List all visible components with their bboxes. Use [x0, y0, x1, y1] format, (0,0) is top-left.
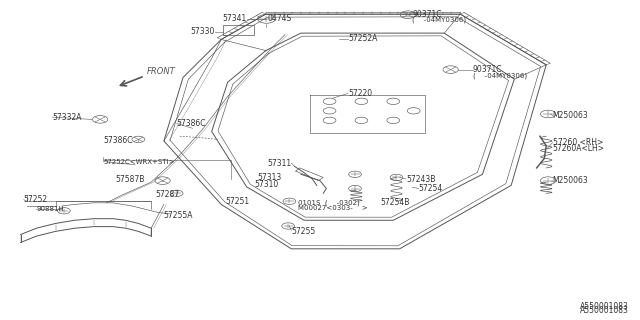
Text: 57311: 57311: [268, 159, 291, 168]
Text: 0101S  (    -0302): 0101S ( -0302): [298, 200, 360, 206]
Text: 57255: 57255: [291, 227, 316, 236]
Bar: [223, 25, 253, 35]
Text: 57341: 57341: [223, 14, 246, 23]
Text: M00027<0303-    >: M00027<0303- >: [298, 205, 367, 211]
Text: A550001083: A550001083: [580, 302, 629, 311]
Text: 57287: 57287: [156, 190, 180, 199]
Text: 90371C: 90371C: [473, 65, 502, 74]
Text: 57252: 57252: [24, 195, 48, 204]
Text: 57386C: 57386C: [103, 136, 133, 146]
Text: M250063: M250063: [552, 111, 588, 120]
Text: 57252A: 57252A: [349, 34, 378, 43]
Text: 57313: 57313: [257, 173, 282, 182]
Text: 57251: 57251: [226, 197, 250, 206]
Text: 57243B: 57243B: [406, 174, 435, 184]
Text: 57220: 57220: [349, 89, 372, 98]
Text: 57386C: 57386C: [177, 119, 206, 128]
Text: FRONT: FRONT: [147, 67, 175, 76]
Text: 57310: 57310: [254, 180, 278, 189]
Text: A550001083: A550001083: [580, 306, 629, 315]
Text: 57254B: 57254B: [381, 198, 410, 207]
Text: 57254: 57254: [419, 184, 443, 193]
Text: 57330: 57330: [191, 27, 215, 36]
Text: 57332A: 57332A: [52, 113, 82, 122]
Text: 57260 <RH>: 57260 <RH>: [552, 138, 603, 147]
Text: 90881H: 90881H: [36, 206, 64, 212]
Text: 57587B: 57587B: [115, 174, 145, 184]
Text: 57260A<LH>: 57260A<LH>: [552, 144, 605, 153]
Text: (    -04MY0306): ( -04MY0306): [412, 17, 467, 23]
Text: M250063: M250063: [552, 176, 588, 185]
Text: (    -04MY0306): ( -04MY0306): [473, 72, 527, 78]
Text: 57255A: 57255A: [163, 211, 193, 220]
Text: 90371C: 90371C: [412, 10, 442, 19]
Text: 0474S: 0474S: [268, 14, 292, 23]
Text: 57252C<WRX+STI>: 57252C<WRX+STI>: [103, 159, 175, 164]
